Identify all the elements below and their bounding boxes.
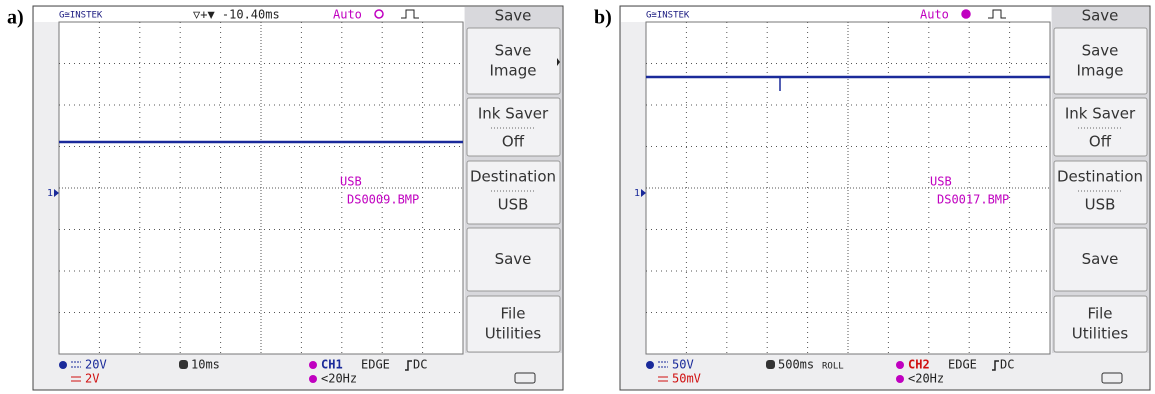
menu-label: Image xyxy=(490,62,537,80)
trigger-filter: <20Hz xyxy=(321,372,357,386)
ch1-scale: 50V xyxy=(672,358,694,372)
brand: G≅INSTEK xyxy=(646,11,690,21)
menu-label: Save xyxy=(1082,250,1119,268)
ch1-icon xyxy=(59,361,67,369)
mode: Auto xyxy=(920,8,949,22)
menu-label: Ink Saver xyxy=(478,105,549,123)
trigger-source: CH1 xyxy=(321,358,343,372)
file-info: DS0009.BMP xyxy=(347,193,419,207)
oscilloscope-panel: b) G≅INSTEK Auto 1 USB DS0017.BMP Save Save Imag… xyxy=(594,6,1150,390)
menu-option: Off xyxy=(1089,133,1112,151)
menu-label: Destination xyxy=(1057,168,1143,186)
freq-icon xyxy=(309,375,317,383)
timebase: 500ms xyxy=(778,358,814,372)
trigger-type: EDGE xyxy=(361,358,390,372)
figure: a) G≅INSTEK ▽+▼ -10.40ms Auto 1 USB DS0009.BMP… xyxy=(0,0,1155,394)
brand: G≅INSTEK xyxy=(59,11,103,21)
source-icon xyxy=(309,361,317,369)
trigger-type: EDGE xyxy=(948,358,977,372)
menu-label: Utilities xyxy=(485,325,542,343)
menu-option: USB xyxy=(1085,196,1116,214)
menu-label: File xyxy=(500,305,525,323)
freq-icon xyxy=(896,375,904,383)
menu-option: USB xyxy=(498,196,529,214)
file-info: DS0017.BMP xyxy=(937,193,1009,207)
trigger-filter: <20Hz xyxy=(908,372,944,386)
menu-option: Off xyxy=(502,133,525,151)
menu-title: Save xyxy=(1082,7,1119,25)
menu-label: Save xyxy=(495,42,532,60)
trigger-source: CH2 xyxy=(908,358,930,372)
source-icon xyxy=(896,361,904,369)
ch1-scale: 20V xyxy=(85,358,107,372)
timebase: 10ms xyxy=(191,358,220,372)
channel-marker: 1 xyxy=(634,188,640,199)
file-info: USB xyxy=(930,175,952,189)
menu-label: File xyxy=(1087,305,1112,323)
menu-label: Destination xyxy=(470,168,556,186)
menu-label: Ink Saver xyxy=(1065,105,1136,123)
delay: ▽+▼ -10.40ms xyxy=(193,8,280,22)
panel-label: b) xyxy=(594,7,612,29)
roll: ROLL xyxy=(822,362,844,372)
mode: Auto xyxy=(333,8,362,22)
panel-label: a) xyxy=(7,7,24,29)
menu-label: Utilities xyxy=(1072,325,1129,343)
ch2-scale: 50mV xyxy=(672,372,701,386)
oscilloscope-panel: a) G≅INSTEK ▽+▼ -10.40ms Auto 1 USB DS0009.BMP… xyxy=(7,6,563,390)
menu-title: Save xyxy=(495,7,532,25)
file-info: USB xyxy=(340,175,362,189)
mode-icon xyxy=(962,10,970,18)
menu-label: Image xyxy=(1077,62,1124,80)
timebase-icon xyxy=(766,360,775,369)
ch2-scale: 2V xyxy=(85,372,99,386)
coupling: DC xyxy=(1000,358,1014,372)
ch1-icon xyxy=(646,361,654,369)
timebase-icon xyxy=(179,360,188,369)
channel-marker: 1 xyxy=(47,188,53,199)
menu-label: Save xyxy=(1082,42,1119,60)
coupling: DC xyxy=(413,358,427,372)
menu-label: Save xyxy=(495,250,532,268)
